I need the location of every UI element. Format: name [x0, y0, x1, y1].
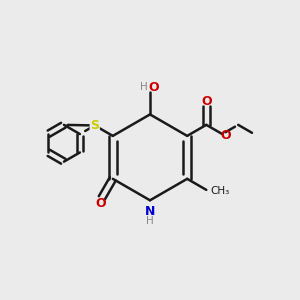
- Text: H: H: [146, 216, 154, 226]
- Text: O: O: [95, 197, 106, 210]
- Text: O: O: [201, 95, 211, 108]
- Text: CH₃: CH₃: [210, 186, 229, 196]
- Text: O: O: [220, 129, 231, 142]
- Text: N: N: [145, 205, 155, 218]
- Text: O: O: [148, 81, 158, 94]
- Text: H: H: [140, 82, 148, 92]
- Text: S: S: [90, 119, 99, 132]
